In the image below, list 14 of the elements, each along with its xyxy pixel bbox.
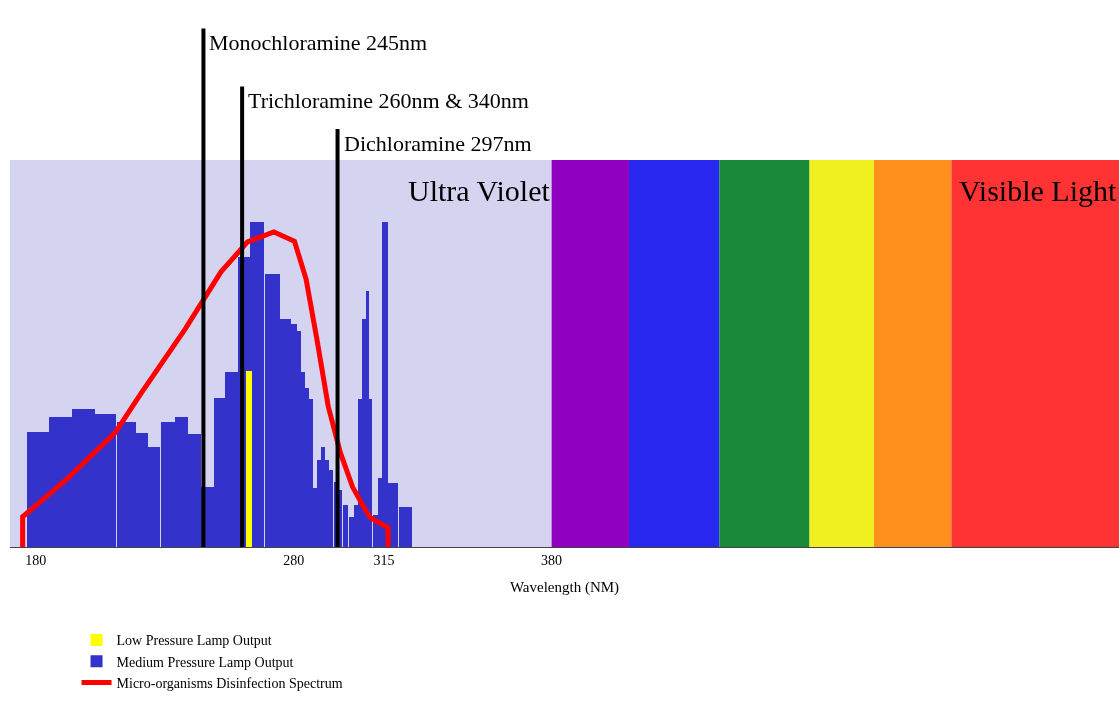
ref-line-label: Dichloramine 297nm <box>344 131 532 156</box>
x-tick-label: 380 <box>541 552 563 568</box>
ref-line-label: Monochloramine 245nm <box>209 30 428 55</box>
legend-label: Micro-organisms Disinfection Spectrum <box>116 675 343 691</box>
legend-label: Medium Pressure Lamp Output <box>116 654 294 670</box>
x-tick-label: 180 <box>25 552 47 568</box>
ref-line-label: Trichloramine 260nm & 340nm <box>248 88 529 113</box>
band-label: Ultra Violet <box>408 174 551 207</box>
legend-label: Low Pressure Lamp Output <box>116 633 272 649</box>
x-tick-label: 280 <box>283 552 305 568</box>
x-axis-title: Wavelength (NM) <box>509 578 620 596</box>
bar <box>246 371 252 547</box>
band-label: Visible Light <box>959 174 1118 207</box>
x-tick-label: 315 <box>373 552 395 568</box>
